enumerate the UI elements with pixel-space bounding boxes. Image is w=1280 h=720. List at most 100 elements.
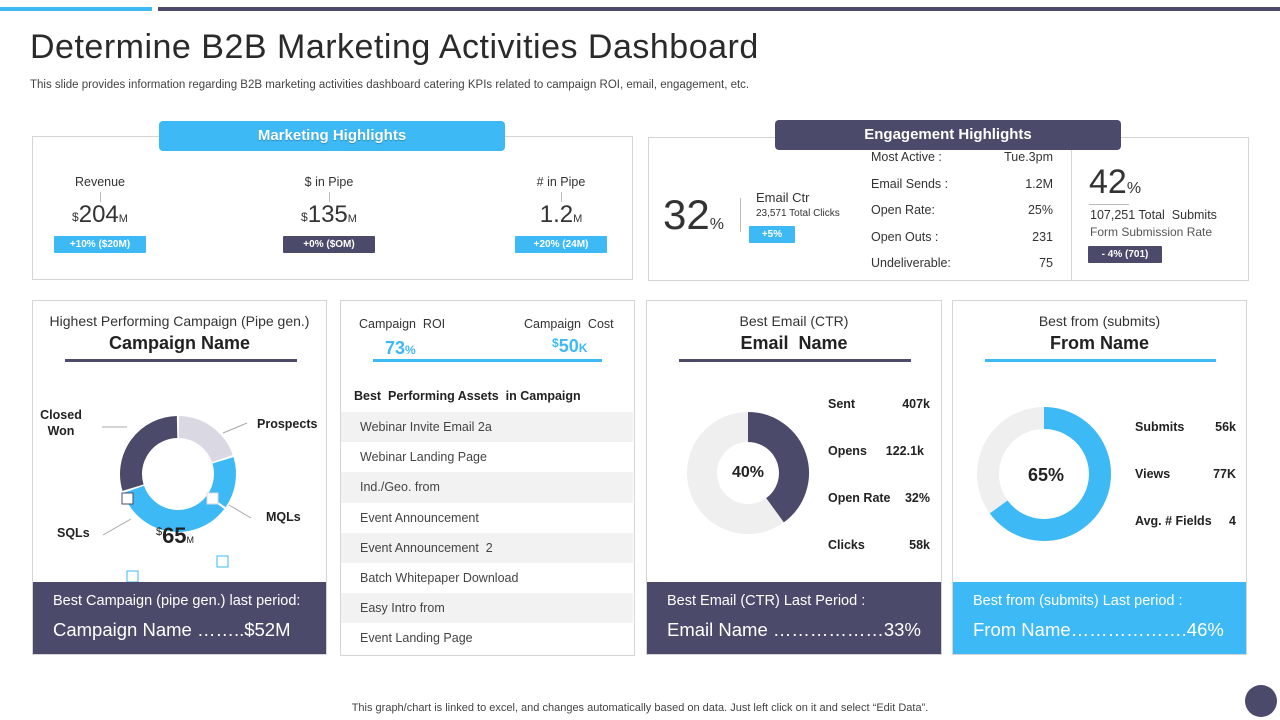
campaign-footer: Best Campaign (pipe gen.) last period: C… <box>33 582 326 654</box>
pipe-value-value: $135M <box>301 201 357 228</box>
roi-value: 73% <box>385 338 416 358</box>
form-donut-ring <box>977 407 1111 541</box>
form-metric-avg-fields: Avg. # Fields 4 <box>1135 514 1236 528</box>
email-metric-sent: Sent 407k <box>828 397 930 411</box>
revenue-badge: +10% ($20M) <box>54 236 146 253</box>
asset-item: Webinar Invite Email 2a <box>341 412 633 443</box>
roi-label: Campaign ROI <box>359 317 446 331</box>
ctr-bracket <box>740 198 748 232</box>
revenue-metric: Revenue $204M +10% ($20M) <box>25 175 175 253</box>
label-closed-won: Closed Won <box>40 408 82 438</box>
campaign-panel: Highest Performing Campaign (Pipe gen.) … <box>32 300 327 655</box>
pipe-count-badge: +20% (24M) <box>515 236 607 253</box>
email-ctr-label: Email Ctr <box>756 190 810 205</box>
campaign-subtitle: Highest Performing Campaign (Pipe gen.) <box>49 313 310 329</box>
pipe-count-value: 1.2M <box>539 201 583 228</box>
marketing-highlights-panel: Revenue $204M +10% ($20M) $ in Pipe $135… <box>32 136 633 280</box>
email-metric-open-rate: Open Rate 32% <box>828 491 930 505</box>
engagement-highlights-panel: 32% Email Ctr 23,571 Total Clicks +5% Mo… <box>648 137 1249 281</box>
engagement-stats: Most Active : Tue.3pm Email Sends :1.2M O… <box>871 150 1053 283</box>
label-prospects: Prospects <box>257 417 318 431</box>
form-footer: Best from (submits) Last period : From N… <box>953 582 1246 654</box>
campaign-footer-value: Campaign Name ……..$52M <box>53 619 291 640</box>
form-panel: Best from (submits) From Name 65% Submit… <box>952 300 1247 655</box>
stat-email-sends: Email Sends :1.2M <box>871 176 1053 191</box>
campaign-donut-ring <box>120 416 236 532</box>
stat-most-active: Most Active : Tue.3pm <box>871 150 1053 164</box>
revenue-tick <box>99 192 101 202</box>
form-metric-submits: Submits 56k <box>1135 420 1236 434</box>
prospects-connector <box>222 422 248 434</box>
asset-item: Easy Intro from <box>341 593 633 624</box>
footer-note: This graph/chart is linked to excel, and… <box>351 702 929 714</box>
form-donut-chart: 65% <box>977 407 1111 541</box>
page-title: Determine B2B Marketing Activities Dashb… <box>30 28 759 66</box>
engagement-highlights-title: Engagement Highlights <box>775 120 1121 150</box>
form-metric-views: Views 77K <box>1135 467 1236 481</box>
email-subtitle: Best Email (CTR) <box>739 313 849 329</box>
label-sqls: SQLs <box>57 526 90 540</box>
campaign-donut-center: $65M <box>156 523 194 548</box>
stat-open-outs: Open Outs :231 <box>871 229 1053 244</box>
email-metrics: Sent 407k Opens 122.1k Open Rate 32% Clicks… <box>828 397 930 585</box>
email-ctr-subtext: 23,571 Total Clicks <box>756 208 840 219</box>
donut-segment-closed-won <box>120 416 178 491</box>
form-footer-title: Best from (submits) Last period : <box>973 593 1183 609</box>
asset-item: Event Landing Page <box>360 631 473 646</box>
email-panel: Best Email (CTR) Email Name 40% Sent 407k… <box>646 300 942 655</box>
form-name: From Name <box>1049 333 1150 353</box>
form-underline <box>985 359 1216 362</box>
marketing-highlights-title: Marketing Highlights <box>159 121 505 151</box>
email-footer: Best Email (CTR) Last Period : Email Nam… <box>647 582 941 654</box>
pipe-value-label: $ in Pipe <box>304 175 354 189</box>
revenue-label: Revenue <box>74 175 126 189</box>
form-donut-fill <box>989 407 1111 541</box>
cost-value: $50K <box>552 336 588 356</box>
pipe-count-tick <box>560 192 562 202</box>
email-metric-opens: Opens 122.1k <box>828 444 924 458</box>
stat-open-rate: Open Rate: 25% <box>871 203 1053 217</box>
corner-circle-decoration <box>1245 685 1277 717</box>
roi-cost-line <box>373 359 602 362</box>
revenue-value: $204M <box>72 201 128 228</box>
sqls-connector <box>102 518 132 536</box>
campaign-underline <box>65 359 297 362</box>
top-accent-bar-navy <box>158 7 1280 11</box>
asset-item: Ind./Geo. from <box>341 472 633 503</box>
page-subtitle: This slide provides information regardin… <box>30 79 750 91</box>
campaign-footer-title: Best Campaign (pipe gen.) last period: <box>53 593 301 609</box>
pipe-value-tick <box>328 192 330 202</box>
asset-item: Event Announcement 2 <box>341 532 633 563</box>
form-subtitle: Best from (submits) <box>1038 313 1161 329</box>
pipe-count-metric: # in Pipe 1.2M +20% (24M) <box>486 175 636 253</box>
email-name: Email Name <box>740 333 848 353</box>
submit-rate-badge: - 4% (701) <box>1088 246 1162 263</box>
assets-list: Webinar Invite Email 2a Webinar Landing … <box>341 412 633 654</box>
mqls-marker <box>216 555 229 568</box>
email-footer-title: Best Email (CTR) Last Period : <box>667 593 866 609</box>
email-ctr-value: 32% <box>663 191 724 238</box>
engagement-divider <box>1071 150 1072 280</box>
donut-segment-prospects <box>178 416 233 463</box>
submit-rate-underline <box>1089 204 1129 205</box>
form-metrics: Submits 56k Views 77K Avg. # Fields 4 <box>1135 420 1236 561</box>
email-donut-label: 40% <box>732 464 764 481</box>
assets-list-title: Best Performing Assets in Campaign <box>354 389 581 403</box>
submit-rate-value: 42% <box>1089 163 1142 201</box>
email-donut-ring <box>687 412 809 534</box>
email-metric-clicks: Clicks 58k <box>828 538 930 552</box>
pipe-value-metric: $ in Pipe $135M +0% ($OM) <box>254 175 404 253</box>
campaign-name: Campaign Name <box>108 333 251 353</box>
stat-undeliverable: Undeliverable: 75 <box>871 256 1053 270</box>
assets-panel: Campaign ROI 73% Campaign Cost $50K Best… <box>340 300 635 656</box>
email-footer-value: Email Name ………………33% <box>667 619 921 640</box>
email-underline <box>679 359 911 362</box>
form-footer-value: From Name……………….46% <box>973 619 1224 640</box>
cost-label: Campaign Cost <box>524 317 614 331</box>
submit-rate-label: Form Submission Rate <box>1090 225 1213 239</box>
top-accent-bar-blue <box>0 7 152 11</box>
donut-segment-sqls <box>123 485 225 532</box>
mqls-connector <box>228 504 252 519</box>
email-donut-chart: 40% <box>687 412 809 534</box>
form-donut-label: 65% <box>1028 465 1064 485</box>
